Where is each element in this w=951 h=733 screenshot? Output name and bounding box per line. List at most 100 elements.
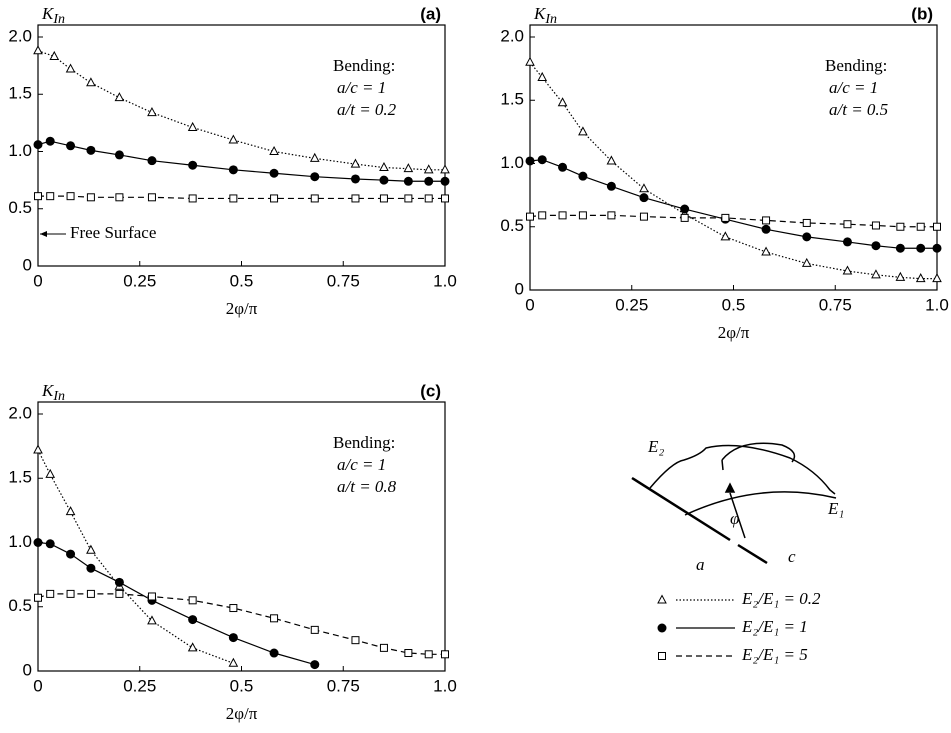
marker [114, 577, 124, 587]
marker [115, 589, 124, 598]
x-tick-label: 0.5 [722, 295, 746, 314]
diagram-label: c [788, 547, 796, 566]
marker [379, 194, 388, 203]
marker [578, 211, 587, 220]
marker [66, 589, 75, 598]
marker [525, 56, 535, 66]
marker [114, 92, 125, 102]
marker [147, 156, 157, 166]
marker [66, 549, 76, 559]
marker [895, 243, 905, 253]
y-tick-label: 1.0 [8, 532, 32, 551]
x-tick-label: 0.5 [230, 676, 254, 695]
marker [932, 243, 942, 253]
annotation: a/c = 1 [337, 78, 386, 97]
x-tick-label: 0.75 [327, 271, 360, 290]
y-tick-label: 0.5 [8, 596, 32, 615]
marker [86, 544, 96, 554]
y-tick-label: 0 [23, 255, 32, 274]
marker [147, 107, 157, 117]
marker [404, 649, 413, 658]
marker [45, 136, 55, 146]
marker [86, 589, 95, 598]
legend-label: E₂/E₁ = 0.2 [741, 589, 821, 608]
marker [147, 615, 157, 625]
marker [228, 165, 238, 175]
marker [310, 172, 320, 182]
marker [228, 134, 239, 144]
series-line [529, 61, 937, 280]
marker [916, 243, 926, 253]
legend-label: E₂/E₁ = 1 [741, 617, 808, 636]
marker [86, 193, 95, 202]
panel-label: (a) [420, 4, 441, 23]
diagram-line [737, 543, 768, 565]
marker [270, 614, 279, 623]
marker [147, 193, 156, 202]
diagram [631, 442, 837, 565]
diagram-front [684, 491, 837, 516]
marker [639, 193, 649, 203]
x-tick-label: 0 [33, 676, 42, 695]
x-tick-label: 1.0 [925, 295, 949, 314]
annotation: a/t = 0.8 [337, 477, 397, 496]
marker [762, 216, 771, 225]
annotation: a/t = 0.2 [337, 100, 397, 119]
marker [538, 211, 547, 220]
marker [86, 563, 96, 573]
x-tick-label: 1.0 [433, 676, 457, 695]
marker [228, 633, 238, 643]
marker [379, 161, 389, 172]
marker [188, 615, 198, 625]
marker [537, 71, 548, 81]
marker [269, 168, 279, 178]
marker [441, 650, 449, 659]
marker [424, 650, 433, 659]
y-tick-label: 1.5 [500, 90, 524, 109]
diagram-label: E₂ [647, 437, 664, 456]
marker [310, 660, 320, 670]
marker [34, 593, 42, 602]
diagram-surface [649, 444, 836, 495]
marker [721, 213, 730, 222]
x-tick-label: 0.25 [615, 295, 648, 314]
y-tick-label: 2.0 [8, 26, 32, 45]
annotation: Bending: [333, 433, 395, 452]
x-axis-label: 2φ/π [226, 299, 258, 318]
marker [34, 192, 42, 201]
marker [424, 176, 434, 186]
marker [871, 241, 881, 251]
y-axis-label-main: K [41, 4, 55, 23]
y-axis-label-main: K [41, 381, 55, 400]
annotation: Bending: [333, 56, 395, 75]
y-tick-label: 1.5 [8, 84, 32, 103]
x-tick-label: 0.25 [123, 676, 156, 695]
marker [557, 97, 568, 107]
marker [45, 468, 56, 478]
marker [379, 643, 388, 652]
annotation: a/c = 1 [337, 455, 386, 474]
diagram-arrowhead [724, 482, 736, 493]
annotation: a/t = 0.5 [829, 100, 888, 119]
marker [351, 636, 360, 645]
series-line [37, 140, 445, 182]
marker [115, 193, 124, 202]
y-axis-label-sub: In [544, 12, 557, 27]
series-line [37, 541, 315, 666]
y-tick-label: 0.5 [8, 198, 32, 217]
marker [607, 211, 616, 220]
marker [33, 538, 43, 547]
marker [309, 152, 320, 162]
marker [229, 194, 238, 203]
diagram-arrow [721, 442, 796, 463]
marker [525, 156, 535, 166]
panel-label: (c) [420, 381, 441, 400]
marker [379, 175, 389, 185]
marker [658, 652, 666, 660]
y-tick-label: 1.0 [8, 141, 32, 160]
marker [657, 623, 667, 633]
marker [933, 222, 941, 231]
series-line [529, 159, 937, 249]
x-tick-label: 0 [525, 295, 534, 314]
diagram-arrow [721, 459, 724, 471]
